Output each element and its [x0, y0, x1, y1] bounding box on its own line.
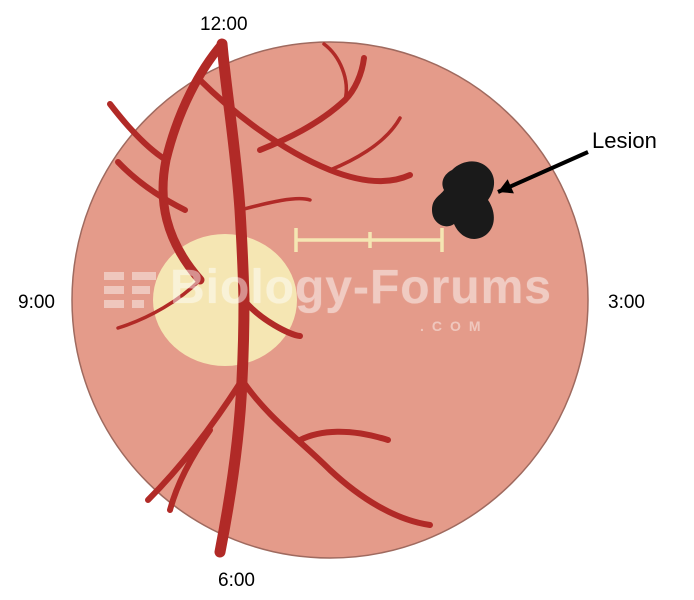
diagram-stage: 12:00 3:00 6:00 9:00 Lesion Biology-Foru… — [0, 0, 694, 600]
watermark-logo-icon — [98, 258, 162, 322]
clock-label-6: 6:00 — [218, 570, 255, 592]
clock-label-3: 3:00 — [608, 292, 645, 314]
lesion-annotation-label: Lesion — [592, 128, 657, 154]
clock-label-9: 9:00 — [18, 292, 55, 314]
watermark-text: Biology-Forums — [170, 260, 552, 315]
clock-label-12: 12:00 — [200, 14, 248, 36]
watermark-subtext: .COM — [420, 318, 489, 334]
